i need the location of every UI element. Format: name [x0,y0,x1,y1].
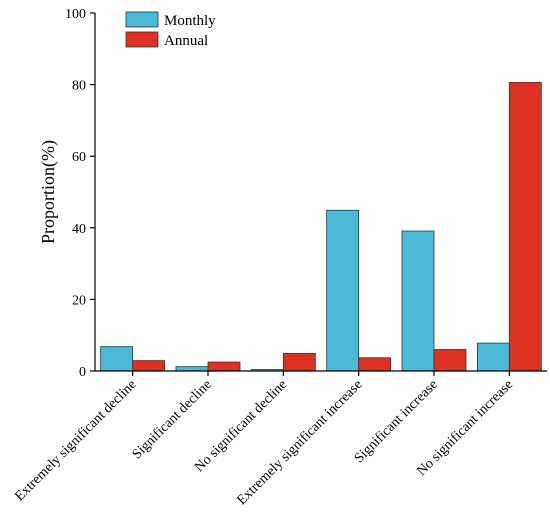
x-tick-label: Extremely significant decline [12,377,139,504]
y-axis-label: Proportion(%) [38,140,59,244]
bar-monthly-1 [100,346,134,372]
bar-annual-2 [207,361,241,372]
x-tick-label: Extremely significant increase [234,377,365,508]
legend-label-annual: Annual [164,33,208,49]
bar-monthly-2 [175,366,209,372]
axes [94,13,547,372]
bar-annual-4 [358,357,392,372]
x-tick-labels: Extremely significant declineSignificant… [12,371,516,508]
legend-swatch-annual [125,31,159,48]
bar-annual-3 [282,353,316,372]
bar-annual-1 [132,360,166,372]
y-tick-label: 40 [72,222,86,237]
bar-monthly-5 [401,230,435,372]
y-tick-label: 80 [72,79,86,94]
legend: Monthly Annual [125,11,216,49]
y-ticks: 0 20 40 60 80 100 [65,7,95,380]
y-tick-label: 20 [72,293,86,308]
bar-monthly-6 [476,342,510,372]
x-tick-label: Significant increase [352,377,441,466]
bar-monthly-4 [326,209,360,372]
bars-group [100,82,542,372]
y-tick-label: 60 [72,150,86,165]
bar-annual-6 [508,82,542,372]
bar-annual-5 [433,349,467,372]
x-tick-label: Significant decline [130,377,215,462]
y-tick-label: 0 [79,365,86,380]
y-tick-label: 100 [65,7,86,22]
legend-label-monthly: Monthly [164,13,216,29]
legend-swatch-monthly [125,11,159,28]
